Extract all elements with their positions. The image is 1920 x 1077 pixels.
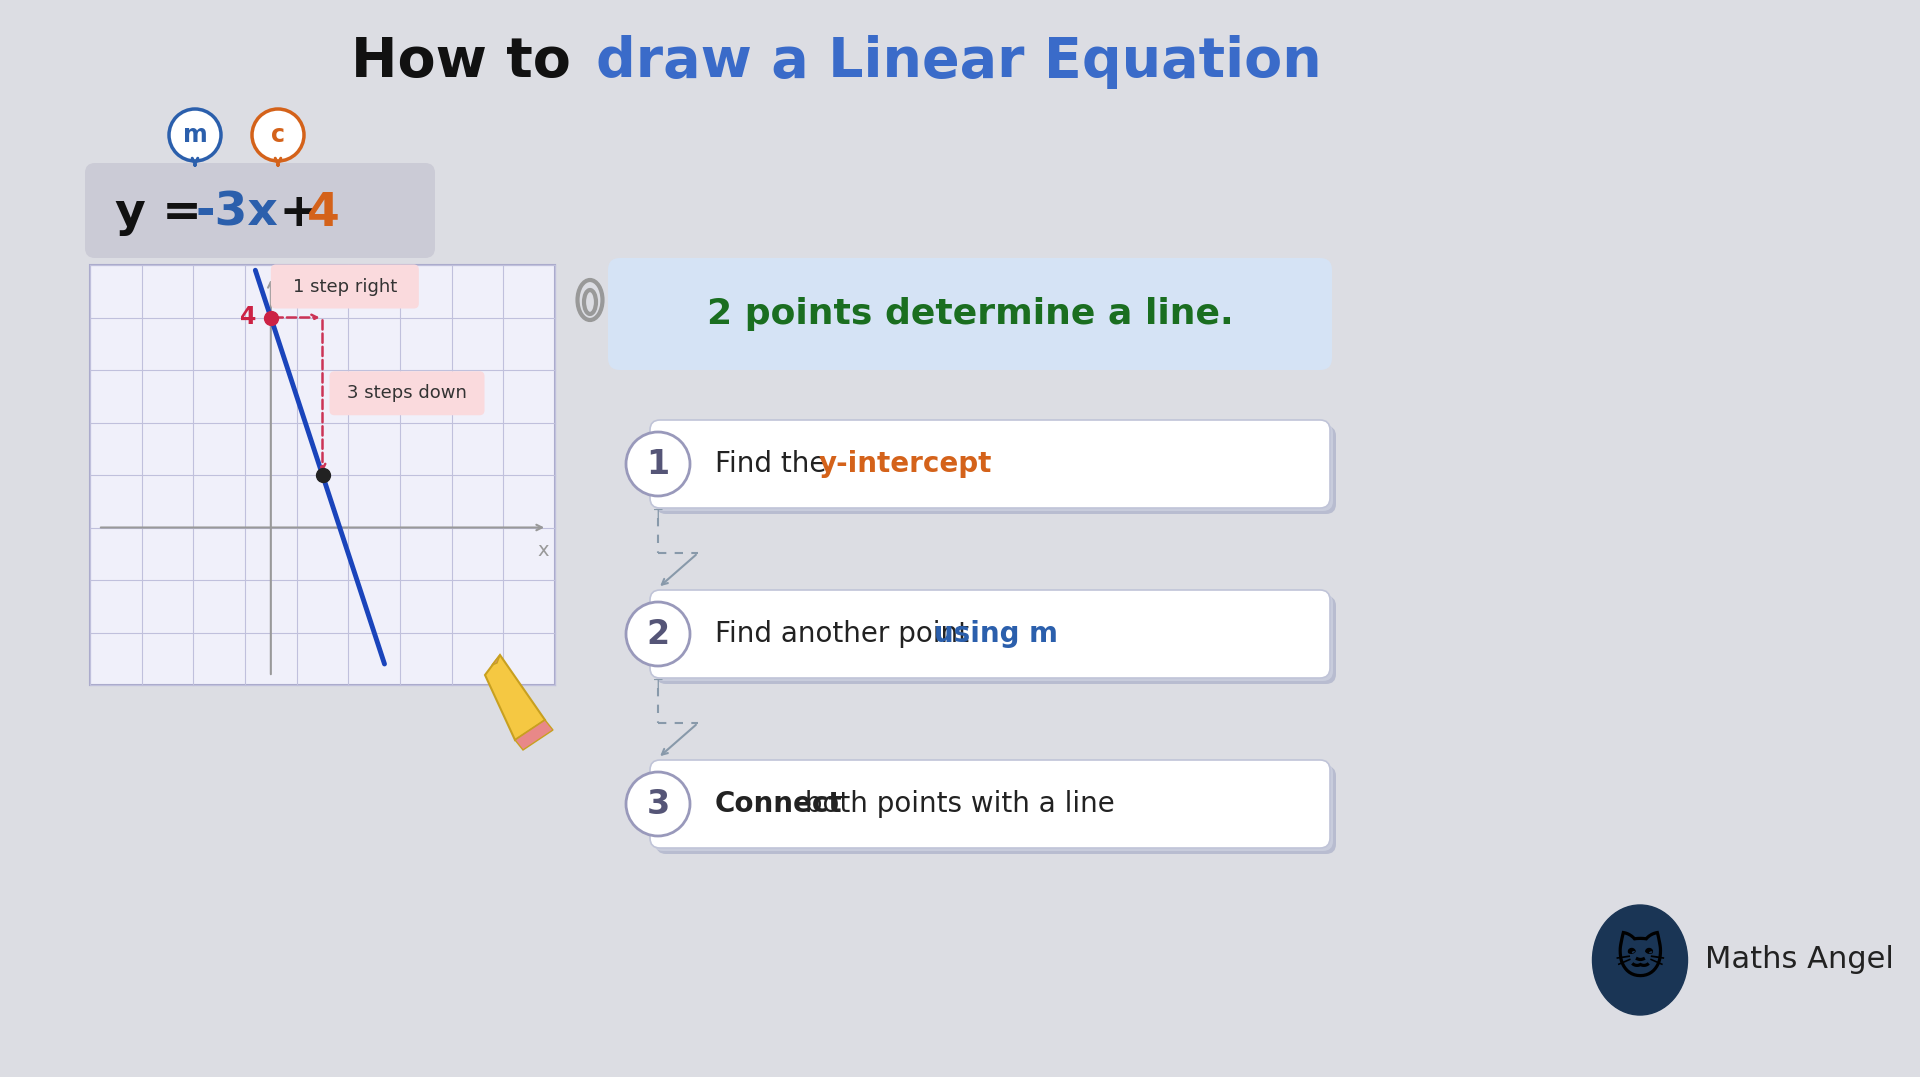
FancyBboxPatch shape — [651, 590, 1331, 679]
Circle shape — [626, 772, 689, 836]
Polygon shape — [486, 655, 545, 740]
Text: Find the: Find the — [714, 450, 835, 478]
Circle shape — [626, 432, 689, 496]
Text: 3 steps down: 3 steps down — [348, 384, 467, 402]
Polygon shape — [492, 655, 499, 665]
Text: Maths Angel: Maths Angel — [1705, 946, 1893, 975]
FancyBboxPatch shape — [653, 423, 1332, 510]
FancyBboxPatch shape — [651, 760, 1331, 848]
Text: using m: using m — [933, 620, 1058, 648]
Text: -3x: -3x — [196, 191, 278, 236]
Circle shape — [252, 109, 303, 160]
Text: 🐱: 🐱 — [1615, 936, 1665, 984]
FancyBboxPatch shape — [657, 596, 1336, 684]
Text: 1: 1 — [647, 448, 670, 480]
Text: y =: y = — [115, 191, 219, 236]
Text: y-intercept: y-intercept — [818, 450, 993, 478]
FancyBboxPatch shape — [84, 163, 436, 258]
Ellipse shape — [1592, 905, 1688, 1015]
FancyBboxPatch shape — [657, 426, 1336, 514]
Text: 2: 2 — [647, 617, 670, 651]
FancyBboxPatch shape — [653, 763, 1332, 851]
Polygon shape — [515, 721, 553, 750]
Text: T: T — [653, 679, 662, 693]
Text: draw a Linear Equation: draw a Linear Equation — [595, 34, 1321, 89]
Text: +: + — [263, 191, 319, 236]
FancyBboxPatch shape — [271, 265, 419, 308]
Text: 1 step right: 1 step right — [292, 278, 397, 295]
Text: How to: How to — [351, 34, 589, 89]
Text: T: T — [653, 508, 662, 522]
FancyBboxPatch shape — [657, 766, 1336, 854]
Circle shape — [169, 109, 221, 160]
Text: c: c — [271, 123, 284, 146]
Text: x: x — [538, 542, 549, 560]
Text: m: m — [182, 123, 207, 146]
FancyBboxPatch shape — [330, 372, 484, 416]
Text: both points with a line: both points with a line — [795, 791, 1114, 819]
Text: Connect: Connect — [714, 791, 843, 819]
Circle shape — [626, 602, 689, 666]
FancyBboxPatch shape — [90, 265, 555, 685]
FancyBboxPatch shape — [609, 258, 1332, 370]
FancyBboxPatch shape — [653, 593, 1332, 681]
Text: y: y — [278, 283, 290, 302]
Text: 2 points determine a line.: 2 points determine a line. — [707, 297, 1233, 331]
Text: Find another point: Find another point — [714, 620, 977, 648]
Text: 3: 3 — [647, 787, 670, 821]
Text: 4: 4 — [307, 191, 340, 236]
FancyBboxPatch shape — [651, 420, 1331, 508]
Text: 4: 4 — [240, 306, 257, 330]
